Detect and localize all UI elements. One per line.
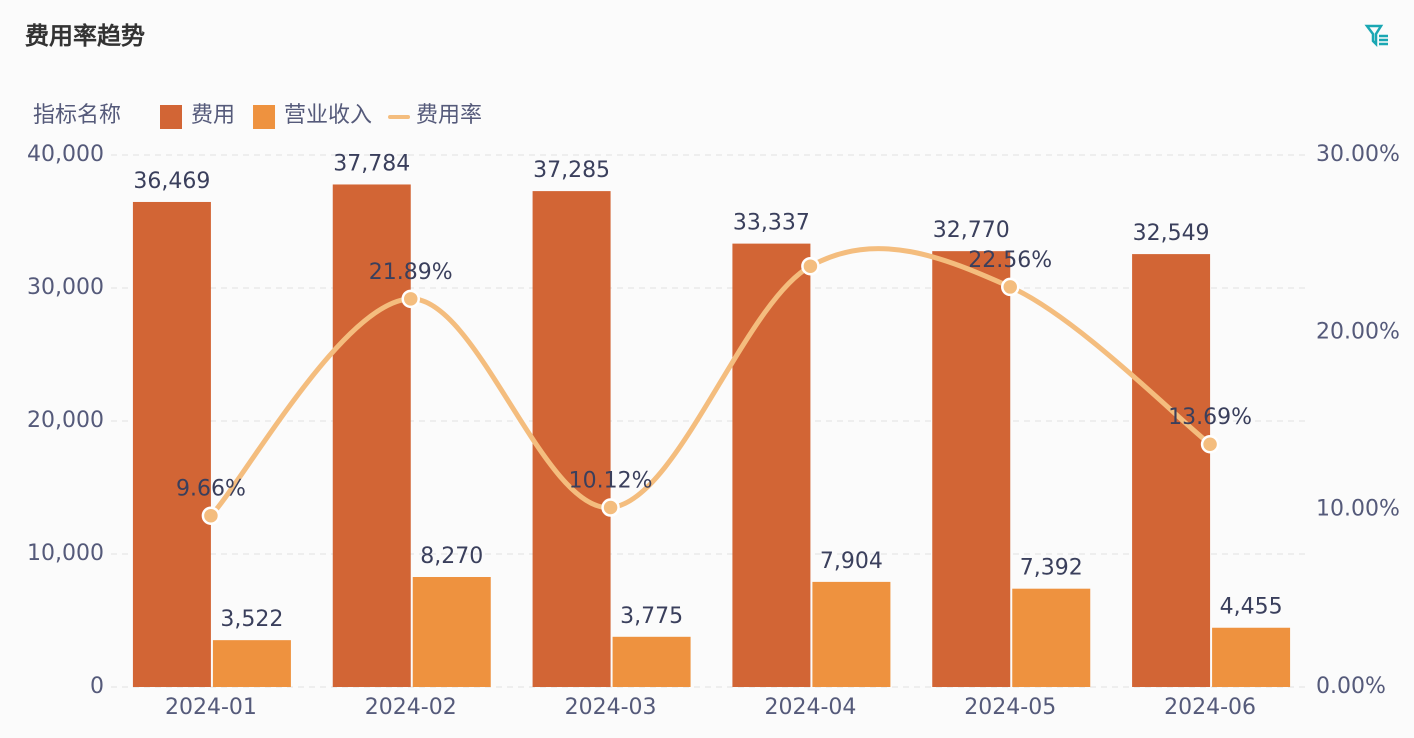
y2-tick-label: 20.00%	[1316, 319, 1400, 344]
bar	[612, 636, 691, 687]
data-label: 32,770	[933, 218, 1010, 243]
bar	[212, 640, 291, 687]
bar	[1212, 627, 1291, 687]
bar	[1132, 254, 1211, 687]
line-point	[801, 256, 820, 276]
bar	[732, 243, 811, 687]
data-label: 13.69%	[1168, 405, 1252, 430]
x-tick-label: 2024-01	[165, 695, 257, 720]
x-tick-label: 2024-05	[964, 695, 1056, 720]
data-label: 36,469	[133, 169, 210, 194]
data-label: 3,775	[620, 604, 683, 629]
data-label: 7,392	[1020, 556, 1083, 581]
line-point	[401, 289, 420, 309]
legend-label: 营业收入	[284, 103, 372, 128]
line-point	[601, 498, 620, 517]
data-label: 10.12%	[569, 469, 653, 494]
y2-tick-label: 0.00%	[1316, 674, 1386, 699]
filter-lines	[1379, 34, 1388, 46]
legend-swatch	[160, 105, 182, 129]
line-point	[201, 506, 221, 525]
y2-tick-label: 30.00%	[1316, 142, 1400, 167]
y2-tick-label: 10.00%	[1316, 497, 1400, 522]
bar	[132, 201, 211, 688]
data-label: 7,904	[820, 549, 883, 574]
data-label: 3,522	[220, 607, 283, 632]
legend-swatch	[253, 105, 276, 129]
bar	[332, 184, 411, 688]
legend-label: 费用率	[416, 103, 482, 128]
chart-title: 费用率趋势	[25, 22, 145, 50]
line-point	[1001, 277, 1020, 297]
data-label: 37,784	[333, 151, 410, 176]
y-tick-label: 20,000	[27, 408, 104, 433]
legend-label: 费用	[191, 103, 235, 128]
data-label: 33,337	[733, 211, 810, 236]
data-label: 4,455	[1220, 595, 1283, 620]
x-tick-label: 2024-02	[365, 695, 457, 720]
bar	[812, 581, 891, 687]
data-label: 37,285	[533, 158, 610, 183]
bar	[932, 251, 1011, 687]
y-tick-label: 0	[90, 674, 104, 699]
y-tick-label: 10,000	[27, 541, 104, 566]
data-label: 21.89%	[369, 260, 453, 285]
bar	[412, 577, 491, 687]
line	[209, 246, 1212, 518]
data-label: 32,549	[1133, 221, 1210, 246]
bar	[532, 191, 611, 687]
legend-title: 指标名称	[33, 103, 121, 128]
bar	[1012, 588, 1091, 687]
data-label: 8,270	[420, 544, 483, 569]
filter-funnel	[1364, 24, 1384, 48]
x-tick-label: 2024-04	[764, 695, 856, 720]
data-label: 22.56%	[968, 248, 1052, 273]
x-tick-label: 2024-03	[565, 695, 657, 720]
line-point	[1200, 434, 1220, 454]
x-tick-label: 2024-06	[1164, 695, 1256, 720]
filter-icon[interactable]	[1364, 24, 1388, 48]
y-tick-label: 30,000	[27, 275, 104, 300]
data-label: 9.66%	[176, 477, 246, 502]
y-tick-label: 40,000	[27, 142, 104, 167]
